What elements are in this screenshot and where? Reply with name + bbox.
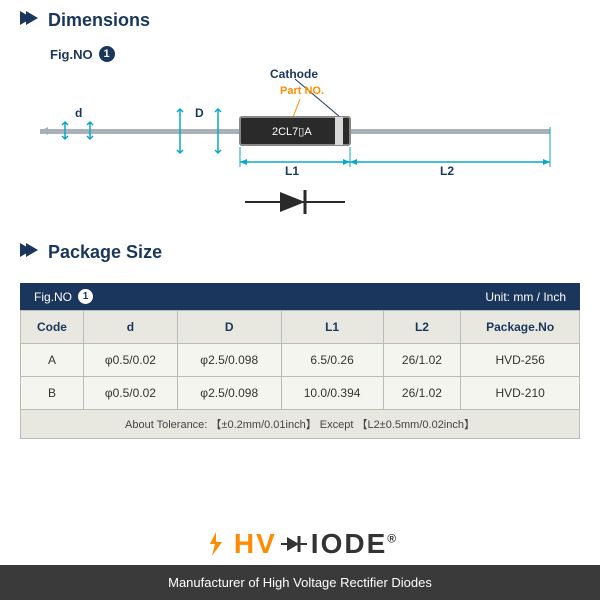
fig-label-top: Fig.NO 1 bbox=[50, 46, 600, 62]
fig-number-circle: 1 bbox=[99, 46, 115, 62]
th-code: Code bbox=[21, 311, 84, 344]
partno-label: Part NO. bbox=[280, 85, 324, 97]
lightning-icon bbox=[202, 530, 230, 558]
logo-iode: IODE bbox=[311, 528, 387, 559]
arrow-right-icon bbox=[20, 243, 40, 262]
dimensions-title: Dimensions bbox=[48, 10, 150, 31]
dimension-diagram: Cathode Part NO. 2CL7▯A d D L1 bbox=[20, 67, 580, 227]
cathode-label: Cathode bbox=[270, 67, 318, 81]
svg-text:L2: L2 bbox=[440, 164, 454, 178]
package-size-title: Package Size bbox=[48, 242, 162, 263]
th-L2: L2 bbox=[383, 311, 461, 344]
hvdiode-logo: HV IODE® bbox=[0, 528, 600, 560]
footer-bar: Manufacturer of High Voltage Rectifier D… bbox=[0, 565, 600, 600]
th-pkg: Package.No bbox=[461, 311, 580, 344]
svg-text:D: D bbox=[195, 106, 204, 120]
th-D: D bbox=[177, 311, 281, 344]
svg-text:L1: L1 bbox=[285, 164, 299, 178]
package-table-wrap: Fig.NO 1 Unit: mm / Inch Code d D L1 L2 … bbox=[20, 283, 580, 439]
package-size-header: Package Size bbox=[0, 232, 600, 273]
fig-text: Fig.NO bbox=[50, 47, 93, 62]
table-header-bar: Fig.NO 1 Unit: mm / Inch bbox=[20, 283, 580, 310]
table-fig-label: Fig.NO bbox=[34, 290, 72, 304]
svg-text:d: d bbox=[75, 106, 82, 120]
table-row: A φ0.5/0.02 φ2.5/0.098 6.5/0.26 26/1.02 … bbox=[21, 344, 580, 377]
table-row: B φ0.5/0.02 φ2.5/0.098 10.0/0.394 26/1.0… bbox=[21, 377, 580, 410]
th-L1: L1 bbox=[281, 311, 383, 344]
diode-symbol-icon bbox=[281, 534, 307, 554]
logo-reg: ® bbox=[387, 532, 398, 546]
dimensions-header: Dimensions bbox=[0, 0, 600, 41]
table-unit: Unit: mm / Inch bbox=[485, 290, 566, 304]
th-d: d bbox=[83, 311, 177, 344]
tolerance-note: About Tolerance: 【±0.2mm/0.01inch】 Excep… bbox=[20, 410, 580, 439]
part-label-text: 2CL7▯A bbox=[272, 126, 312, 138]
arrow-right-icon bbox=[20, 11, 40, 30]
logo-hv: HV bbox=[234, 528, 277, 559]
table-fig-num: 1 bbox=[78, 289, 93, 304]
package-table: Code d D L1 L2 Package.No A φ0.5/0.02 φ2… bbox=[20, 310, 580, 410]
